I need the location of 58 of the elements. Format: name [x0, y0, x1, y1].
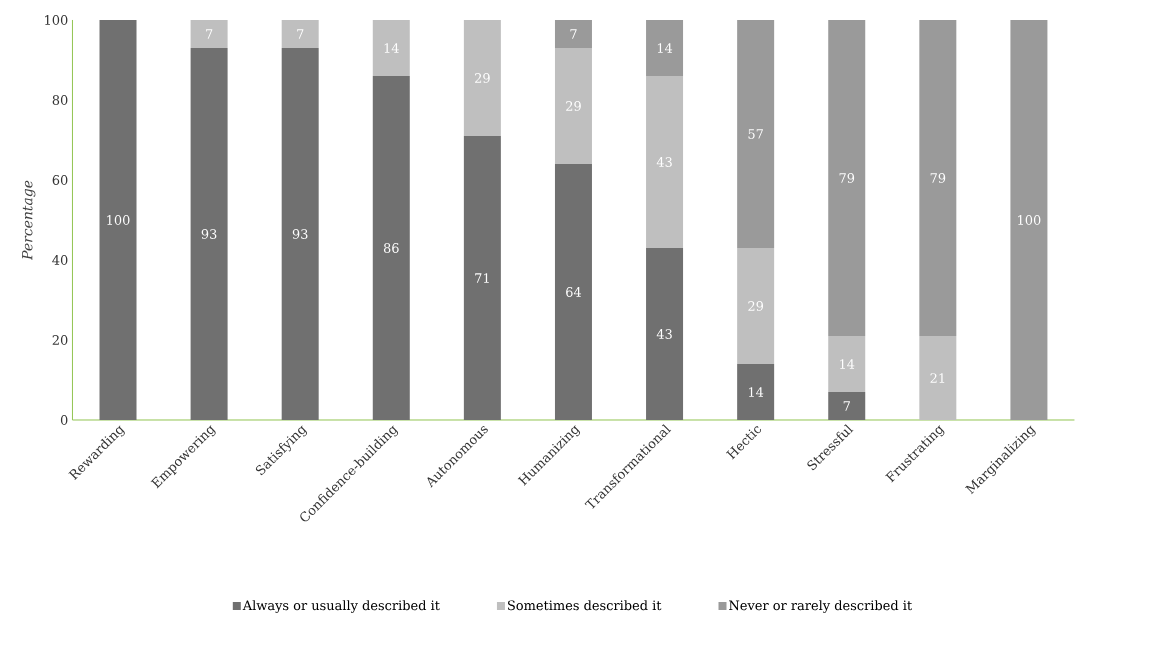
- data-label: 14: [657, 43, 673, 53]
- bar: [281, 19, 319, 48]
- data-label: 93: [292, 229, 308, 239]
- y-tick-label: 40: [52, 255, 68, 265]
- data-label: 79: [930, 173, 946, 183]
- bar: [828, 19, 866, 336]
- bar: [190, 19, 228, 48]
- legend-label: Never or rarely described it: [729, 600, 913, 613]
- bar: [99, 19, 137, 420]
- data-label: 29: [475, 73, 490, 83]
- bar: [737, 19, 775, 248]
- bar: [646, 19, 684, 76]
- bar: [919, 19, 957, 336]
- data-label: 7: [570, 29, 577, 39]
- bar: [372, 75, 410, 420]
- bar: [1010, 19, 1048, 420]
- data-label: 29: [748, 301, 764, 311]
- data-label: 93: [201, 229, 217, 239]
- y-tick-label: 20: [52, 335, 68, 345]
- bar: [737, 247, 775, 364]
- legend-label: Sometimes described it: [508, 600, 662, 611]
- data-label: 29: [566, 101, 581, 111]
- bar: [190, 47, 228, 420]
- bar: [554, 163, 592, 420]
- bar: [463, 19, 501, 136]
- y-tick-label: 0: [60, 415, 68, 425]
- y-tick-label: 100: [45, 15, 68, 25]
- bar: [828, 335, 866, 392]
- data-label: 71: [475, 273, 489, 283]
- data-label: 43: [656, 329, 672, 339]
- data-label: 14: [384, 43, 399, 53]
- bar: [463, 135, 501, 420]
- y-tick-label: 80: [52, 95, 68, 105]
- bar: [646, 75, 684, 248]
- bar: [281, 47, 319, 420]
- data-label: 64: [566, 287, 582, 297]
- y-tick-label: 60: [52, 175, 68, 185]
- data-label: 7: [843, 401, 850, 411]
- bar: [828, 391, 866, 420]
- data-label: 57: [748, 129, 763, 139]
- bar: [554, 47, 592, 164]
- data-label: 100: [1018, 215, 1041, 225]
- data-label: 21: [930, 373, 945, 383]
- bar: [554, 19, 592, 48]
- data-label: 7: [297, 29, 304, 39]
- bar: [372, 19, 410, 76]
- bar: [737, 363, 775, 420]
- data-label: 86: [383, 243, 399, 253]
- data-label: 7: [206, 29, 213, 39]
- data-label: 14: [840, 359, 855, 369]
- y-axis-title: Percentage: [22, 180, 36, 261]
- data-label: 79: [839, 173, 855, 183]
- bar: [646, 247, 684, 420]
- data-label: 100: [107, 215, 130, 225]
- legend-label: Always or usually described it: [242, 600, 440, 613]
- data-label: 14: [748, 387, 764, 397]
- data-label: 43: [656, 157, 672, 167]
- bar: [919, 335, 957, 420]
